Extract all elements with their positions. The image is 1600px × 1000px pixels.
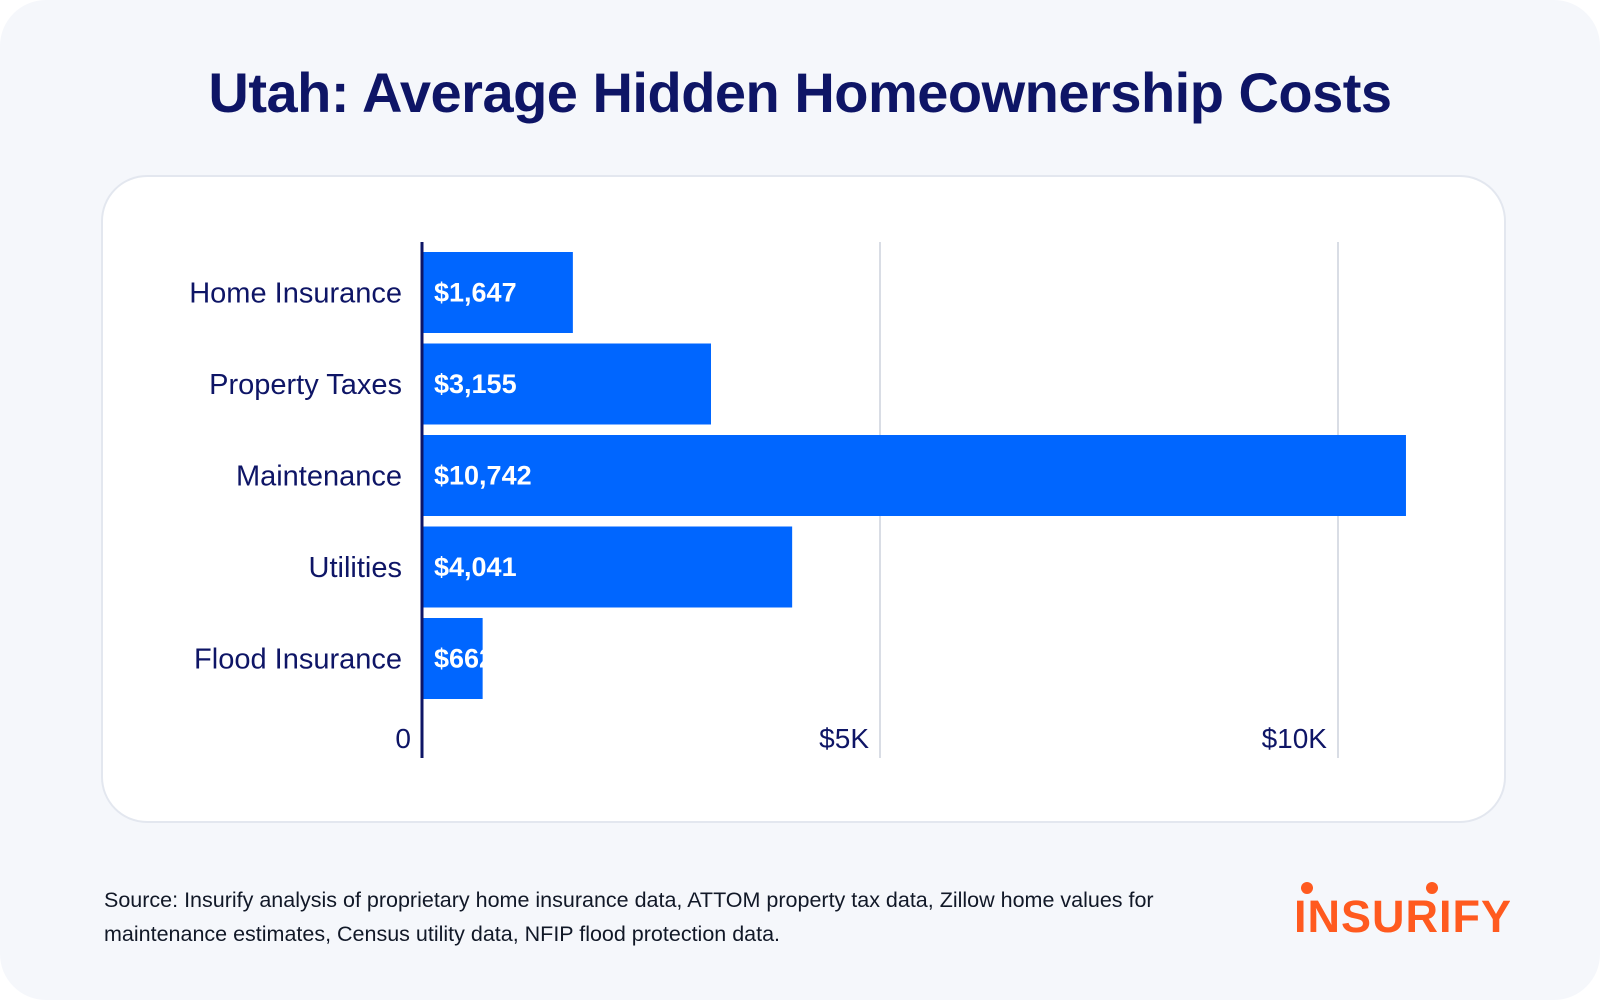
value-label: $662 (434, 644, 494, 674)
category-label: Utilities (309, 552, 402, 584)
category-label: Property Taxes (209, 369, 402, 401)
x-tick-label: $5K (819, 723, 869, 754)
logo-wordmark: INSURIFY (1294, 891, 1510, 940)
category-label: Flood Insurance (194, 644, 402, 676)
category-label: Home Insurance (189, 278, 402, 310)
bar (422, 435, 1406, 516)
bar (422, 252, 573, 333)
value-label: $10,742 (434, 461, 532, 491)
value-label: $4,041 (434, 552, 517, 582)
logo-dot (1426, 882, 1438, 894)
bar (422, 526, 793, 608)
x-tick-label: $10K (1262, 723, 1328, 754)
source-note: Source: Insurify analysis of proprietary… (104, 888, 1154, 946)
category-label: Maintenance (236, 461, 402, 493)
value-label: $3,155 (434, 369, 517, 399)
bar (422, 618, 483, 699)
bar (422, 343, 711, 425)
x-tick-label: 0 (395, 723, 411, 754)
value-label: $1,647 (434, 278, 517, 308)
insurify-logo: INSURIFY (1294, 882, 1510, 940)
logo-dot (1301, 882, 1313, 894)
chart-title: Utah: Average Hidden Homeownership Costs (208, 61, 1392, 124)
